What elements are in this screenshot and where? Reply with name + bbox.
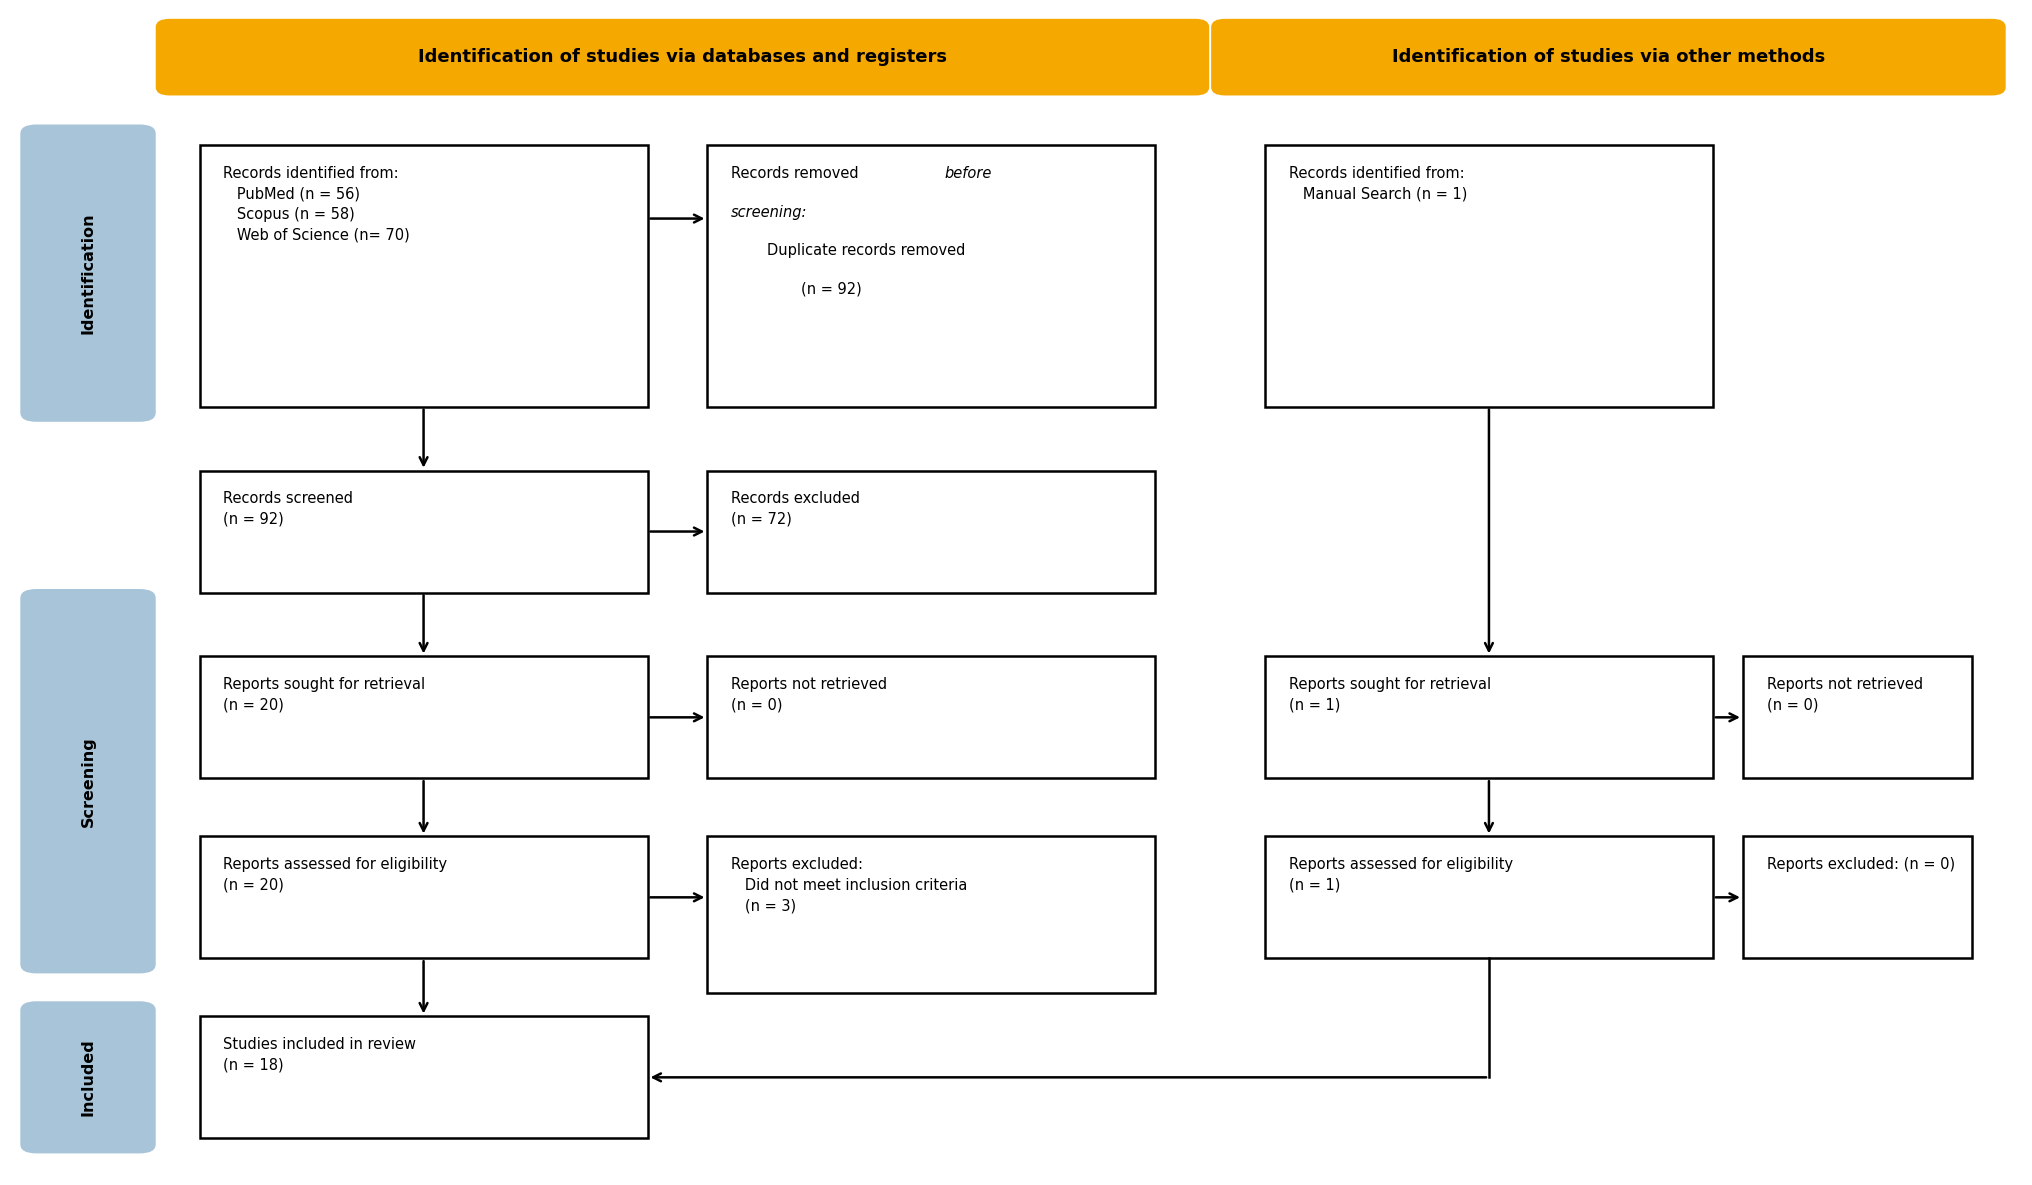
Text: Reports not retrieved
(n = 0): Reports not retrieved (n = 0) <box>732 678 888 712</box>
FancyBboxPatch shape <box>1264 656 1713 779</box>
Text: Studies included in review
(n = 18): Studies included in review (n = 18) <box>224 1037 417 1072</box>
Text: (n = 92): (n = 92) <box>801 281 862 296</box>
FancyBboxPatch shape <box>20 124 156 422</box>
Text: Identification of studies via databases and registers: Identification of studies via databases … <box>419 49 947 66</box>
Text: Reports assessed for eligibility
(n = 1): Reports assessed for eligibility (n = 1) <box>1288 857 1514 892</box>
FancyBboxPatch shape <box>707 470 1156 592</box>
Text: Records excluded
(n = 72): Records excluded (n = 72) <box>732 492 860 527</box>
Text: Records removed: Records removed <box>732 166 864 181</box>
FancyBboxPatch shape <box>156 19 1209 96</box>
FancyBboxPatch shape <box>707 837 1156 993</box>
FancyBboxPatch shape <box>199 470 648 592</box>
Text: Records screened
(n = 92): Records screened (n = 92) <box>224 492 354 527</box>
Text: Records identified from:
   PubMed (n = 56)
   Scopus (n = 58)
   Web of Science: Records identified from: PubMed (n = 56)… <box>224 166 410 243</box>
FancyBboxPatch shape <box>1743 656 1971 779</box>
FancyBboxPatch shape <box>707 656 1156 779</box>
Text: Records identified from:
   Manual Search (n = 1): Records identified from: Manual Search (… <box>1288 166 1467 201</box>
FancyBboxPatch shape <box>199 837 648 959</box>
FancyBboxPatch shape <box>20 589 156 973</box>
Text: before: before <box>945 166 992 181</box>
FancyBboxPatch shape <box>1743 837 1971 959</box>
Text: Included: Included <box>81 1038 96 1116</box>
FancyBboxPatch shape <box>1264 837 1713 959</box>
FancyBboxPatch shape <box>199 1017 648 1139</box>
Text: Duplicate records removed: Duplicate records removed <box>768 243 965 258</box>
FancyBboxPatch shape <box>1264 146 1713 406</box>
FancyBboxPatch shape <box>199 146 648 406</box>
Text: Reports sought for retrieval
(n = 1): Reports sought for retrieval (n = 1) <box>1288 678 1491 712</box>
Text: Screening: Screening <box>81 736 96 827</box>
Text: Identification of studies via other methods: Identification of studies via other meth… <box>1392 49 1825 66</box>
Text: Reports excluded:
   Did not meet inclusion criteria
   (n = 3): Reports excluded: Did not meet inclusion… <box>732 857 967 914</box>
FancyBboxPatch shape <box>707 146 1156 406</box>
Text: Reports not retrieved
(n = 0): Reports not retrieved (n = 0) <box>1766 678 1922 712</box>
Text: Identification: Identification <box>81 212 96 334</box>
FancyBboxPatch shape <box>20 1001 156 1153</box>
Text: Reports excluded: (n = 0): Reports excluded: (n = 0) <box>1766 857 1955 872</box>
FancyBboxPatch shape <box>1211 19 2006 96</box>
Text: Reports assessed for eligibility
(n = 20): Reports assessed for eligibility (n = 20… <box>224 857 447 892</box>
Text: screening:: screening: <box>732 205 807 219</box>
FancyBboxPatch shape <box>199 656 648 779</box>
Text: Reports sought for retrieval
(n = 20): Reports sought for retrieval (n = 20) <box>224 678 425 712</box>
